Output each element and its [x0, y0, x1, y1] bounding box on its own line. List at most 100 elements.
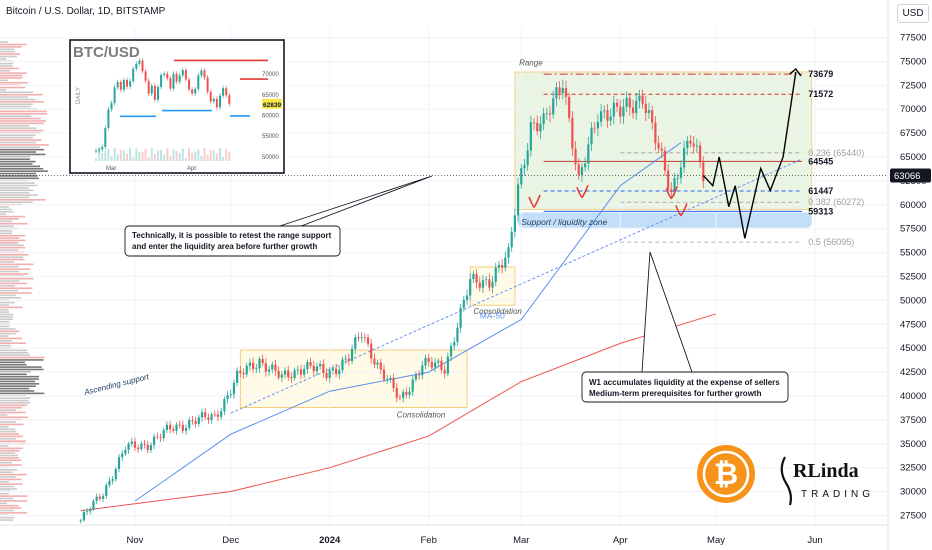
profile-bar: [0, 62, 14, 65]
profile-bar: [0, 473, 28, 476]
candle-body: [105, 485, 108, 496]
candle-body: [513, 215, 516, 232]
candle-body: [379, 362, 382, 370]
candle-body: [686, 140, 689, 149]
profile-bar: [0, 172, 37, 175]
candle-body: [325, 372, 328, 379]
profile-bar: [0, 65, 13, 67]
candle-body: [290, 377, 293, 379]
candle-body: [504, 257, 507, 268]
inset-volume-bar: [228, 151, 231, 161]
profile-bar: [0, 320, 10, 323]
inset-candle-body: [98, 149, 101, 151]
profile-bar: [0, 349, 27, 352]
profile-bar: [0, 81, 28, 84]
candle-body: [532, 122, 536, 124]
candle-body: [692, 143, 695, 147]
candle-body: [679, 167, 683, 179]
bitcoin-symbol: ₿: [714, 457, 738, 492]
profile-bar: [0, 273, 29, 275]
profile-bar: [0, 301, 15, 304]
profile-bar: [0, 356, 45, 359]
profile-bar: [0, 445, 9, 447]
range-label: Range: [519, 58, 543, 67]
candle-body: [644, 104, 647, 114]
candle-body: [418, 374, 421, 376]
profile-bar: [0, 225, 14, 227]
currency-button[interactable]: USD: [897, 4, 929, 23]
profile-bar: [0, 175, 38, 177]
candle-body: [121, 453, 124, 458]
inset-frame: [69, 39, 285, 174]
profile-bar: [0, 242, 19, 244]
profile-bar: [0, 292, 32, 294]
profile-bar: [0, 103, 33, 106]
candle-body: [312, 365, 315, 372]
candle-body: [568, 96, 571, 118]
inset-y-tick: 70000: [262, 72, 279, 78]
profile-bar: [0, 50, 16, 53]
profile-bar: [0, 440, 26, 442]
profile-bar: [0, 208, 12, 211]
profile-bar: [0, 483, 23, 485]
x-tick-label: Jun: [807, 535, 822, 546]
profile-bar: [0, 220, 13, 223]
candle-body: [306, 362, 309, 370]
profile-bar: [0, 406, 23, 409]
candle-body: [622, 106, 625, 117]
candle-body: [181, 424, 184, 431]
inset-candle-body: [138, 60, 141, 64]
profile-bar: [0, 148, 45, 151]
candle-body: [162, 430, 165, 438]
candle-body: [536, 122, 539, 132]
inset-volume-bar: [215, 153, 218, 161]
brand-logo-top: RLinda: [793, 460, 859, 482]
profile-bar: [0, 151, 36, 153]
inset-volume-bar: [104, 151, 107, 161]
profile-bar: [0, 189, 34, 192]
inset-candle-body: [166, 73, 169, 79]
profile-bar: [0, 337, 23, 340]
consolidation-label-2: Consolidation: [473, 307, 522, 316]
candle-body: [494, 267, 497, 282]
candle-body: [165, 424, 168, 431]
profile-bar: [0, 409, 16, 411]
inset-volume-bar: [197, 149, 200, 161]
inset-volume-bar: [194, 151, 197, 161]
profile-bar: [0, 402, 31, 404]
candle-body: [89, 509, 92, 512]
profile-bar: [0, 430, 17, 433]
candle-body: [293, 370, 296, 379]
profile-bar: [0, 48, 15, 51]
candle-body: [424, 357, 427, 366]
callout-w1-line2: Medium-term prerequisites for further gr…: [589, 389, 762, 398]
profile-bar: [0, 210, 14, 213]
inset-volume-bar: [166, 148, 169, 161]
inset-volume-bar: [107, 149, 110, 161]
candle-body: [309, 362, 312, 366]
candle-body: [354, 337, 357, 349]
candle-body: [242, 372, 245, 375]
candle-body: [411, 379, 414, 392]
profile-bar: [0, 380, 35, 383]
candle-body: [520, 168, 523, 185]
inset-volume-bar: [138, 151, 141, 161]
candle-body: [469, 279, 472, 296]
candle-body: [485, 279, 488, 281]
y-tick-label: 60000: [900, 200, 926, 211]
y-tick-label: 67500: [900, 128, 926, 139]
inset-price-tag: [262, 98, 282, 109]
candle-body: [395, 387, 398, 398]
profile-bar: [0, 256, 24, 258]
profile-bar: [0, 249, 19, 251]
callout-retest-line2: and enter the liquidity area before furt…: [132, 242, 317, 251]
level-label: 61447: [808, 186, 833, 196]
inset-candle-body: [122, 79, 125, 90]
candle-body: [140, 443, 143, 450]
profile-bar: [0, 330, 20, 333]
reversal-mark: [576, 185, 589, 199]
profile-bar: [0, 516, 15, 519]
profile-bar: [0, 263, 34, 266]
profile-bar: [0, 258, 25, 261]
